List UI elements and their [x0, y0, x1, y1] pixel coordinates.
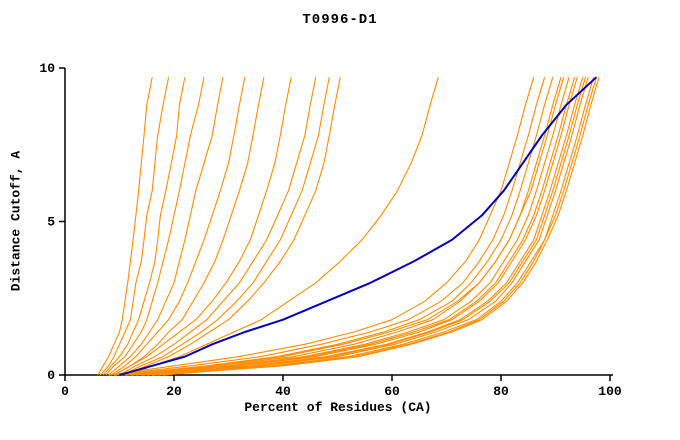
x-tick-label: 40	[275, 384, 291, 399]
model-curve	[130, 77, 570, 376]
model-curve	[113, 77, 546, 376]
model-curve	[110, 77, 246, 376]
model-curve	[157, 77, 600, 376]
model-curve	[130, 77, 439, 376]
x-tick-label: 100	[598, 384, 622, 399]
model-curve	[113, 77, 265, 376]
model-curve	[141, 77, 576, 376]
model-curve	[124, 77, 341, 376]
model-curve	[119, 77, 554, 376]
y-tick-label: 5	[47, 215, 55, 230]
model-curve	[113, 77, 292, 376]
model-curve	[130, 77, 565, 376]
model-curve	[105, 77, 205, 376]
model-curve	[163, 77, 597, 376]
x-tick-label: 80	[493, 384, 509, 399]
model-curve	[97, 77, 153, 376]
model-curve	[152, 77, 595, 376]
model-curve	[99, 77, 170, 376]
model-curve	[108, 77, 224, 376]
model-curve	[121, 77, 330, 376]
model-curve	[135, 77, 578, 376]
y-tick-label: 10	[39, 61, 55, 76]
x-tick-label: 60	[384, 384, 400, 399]
model-curve	[119, 77, 317, 376]
model-curve	[124, 77, 562, 376]
chart-title: T0996-D1	[302, 12, 378, 28]
reference-curve	[119, 76, 598, 376]
model-curve	[146, 77, 589, 376]
model-curve	[102, 77, 186, 376]
model-curve	[141, 77, 584, 376]
x-tick-label: 0	[61, 384, 69, 399]
y-tick-label: 0	[47, 368, 55, 383]
x-axis-label: Percent of Residues (CA)	[244, 400, 432, 415]
model-curve	[152, 77, 587, 376]
x-tick-label: 20	[166, 384, 182, 399]
model-curve	[108, 77, 535, 376]
